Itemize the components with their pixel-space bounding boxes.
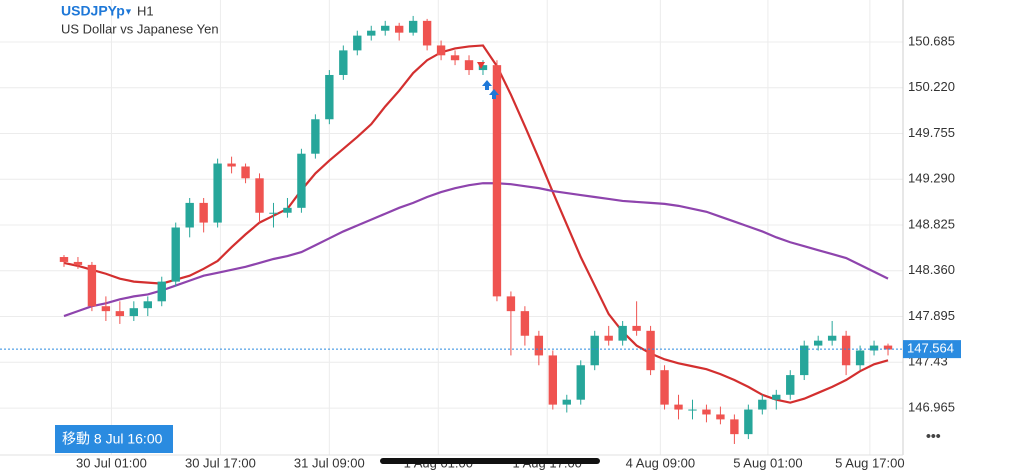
- candle-body: [883, 345, 893, 350]
- cursor-label: 移動 8 Jul 16:00: [62, 431, 163, 447]
- candle-body: [171, 227, 180, 282]
- candle-body: [632, 325, 641, 331]
- candle-body: [422, 20, 432, 46]
- x-tick-label: 31 Jul 09:00: [294, 455, 365, 470]
- candle-body: [436, 45, 446, 56]
- candle-body: [855, 350, 865, 366]
- candle-body: [730, 419, 739, 435]
- moving-average-line: [63, 44, 889, 404]
- candles: [59, 15, 893, 444]
- candle-body: [241, 166, 250, 179]
- candle-body: [660, 370, 669, 405]
- candle-body: [59, 257, 69, 262]
- x-tick-label: 4 Aug 09:00: [626, 455, 695, 470]
- candle-body: [548, 355, 558, 405]
- x-tick-label: 30 Jul 01:00: [76, 455, 147, 470]
- sell-arrow: [477, 62, 485, 69]
- candle-body: [283, 207, 292, 213]
- candle-body: [199, 202, 208, 223]
- candle-body: [534, 335, 544, 356]
- moving-average-line: [63, 182, 889, 318]
- candle-body: [478, 65, 488, 71]
- x-tick-label: 30 Jul 17:00: [185, 455, 256, 470]
- timeframe[interactable]: H1: [137, 3, 154, 18]
- candle-body: [841, 335, 851, 366]
- candle-body: [87, 264, 97, 307]
- candle-body: [813, 340, 823, 346]
- candle-body: [716, 414, 725, 420]
- candle-body: [869, 345, 879, 351]
- candle-body: [450, 55, 460, 61]
- candle-body: [590, 335, 599, 366]
- y-tick-label: 148.360: [908, 262, 955, 277]
- y-tick-label: 149.755: [908, 125, 955, 140]
- symbol[interactable]: USDJPYp: [61, 3, 125, 19]
- candle-body: [115, 311, 125, 317]
- y-tick-label: 148.825: [908, 216, 955, 231]
- candle-body: [576, 365, 585, 400]
- candle-body: [394, 25, 404, 33]
- y-tick-label: 146.965: [908, 400, 955, 415]
- candle-body: [688, 409, 697, 411]
- candle-body: [101, 306, 111, 312]
- candle-body: [73, 261, 83, 265]
- candle-body: [157, 281, 166, 302]
- candle-body: [744, 409, 753, 435]
- candle-body: [618, 325, 627, 341]
- candle-body: [702, 409, 711, 415]
- candle-body: [758, 399, 767, 410]
- candle-body: [129, 308, 139, 317]
- candle-body: [562, 399, 571, 405]
- candle-body: [325, 74, 334, 120]
- candle-body: [185, 202, 194, 228]
- symbol-dropdown[interactable]: ▼: [124, 6, 133, 16]
- y-tick-label: 149.290: [908, 171, 955, 186]
- overlays: [63, 44, 889, 404]
- candle-body: [772, 394, 781, 400]
- candle-body: [381, 25, 390, 31]
- candle-body: [339, 50, 348, 75]
- candle-body: [367, 30, 376, 36]
- more-menu[interactable]: •••: [926, 428, 941, 444]
- candle-body: [464, 60, 474, 71]
- x-tick-label: 5 Aug 17:00: [835, 455, 904, 470]
- current-price-label: 147.564: [907, 341, 954, 356]
- candle-body: [353, 35, 362, 51]
- candle-body: [143, 301, 152, 309]
- candle-body: [674, 404, 683, 410]
- candle-body: [269, 212, 278, 214]
- subtitle: US Dollar vs Japanese Yen: [61, 21, 219, 36]
- y-tick-label: 150.685: [908, 33, 955, 48]
- candle-body: [255, 178, 264, 213]
- y-tick-label: 150.220: [908, 79, 955, 94]
- candle-body: [492, 65, 502, 297]
- cursor-box: [55, 425, 173, 453]
- candle-body: [786, 375, 795, 395]
- home-indicator: [380, 458, 600, 464]
- candle-body: [604, 335, 613, 341]
- x-tick-label: 5 Aug 01:00: [733, 455, 802, 470]
- candle-body: [506, 296, 516, 312]
- candle-body: [408, 20, 418, 33]
- candle-body: [297, 153, 306, 208]
- candle-body: [213, 163, 222, 223]
- candle-body: [520, 311, 530, 336]
- buy-arrow: [482, 80, 492, 90]
- candle-body: [646, 330, 655, 371]
- candle-body: [227, 163, 236, 167]
- y-tick-label: 147.895: [908, 308, 955, 323]
- current-price-tag: [903, 340, 961, 359]
- candle-body: [311, 119, 320, 154]
- buy-arrow: [489, 89, 499, 99]
- candle-body: [827, 335, 837, 341]
- candle-body: [800, 345, 809, 376]
